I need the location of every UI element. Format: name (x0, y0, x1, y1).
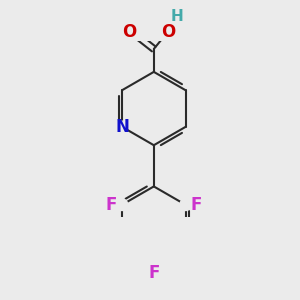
Circle shape (116, 199, 128, 211)
Text: O: O (122, 23, 136, 41)
Circle shape (148, 254, 160, 266)
Circle shape (126, 26, 139, 38)
Text: H: H (171, 9, 184, 24)
Circle shape (180, 199, 191, 211)
Text: F: F (190, 196, 202, 214)
Text: F: F (148, 264, 160, 282)
Text: N: N (115, 118, 129, 136)
Text: F: F (106, 196, 117, 214)
Circle shape (116, 121, 128, 133)
Text: O: O (161, 23, 176, 41)
Circle shape (161, 26, 174, 38)
